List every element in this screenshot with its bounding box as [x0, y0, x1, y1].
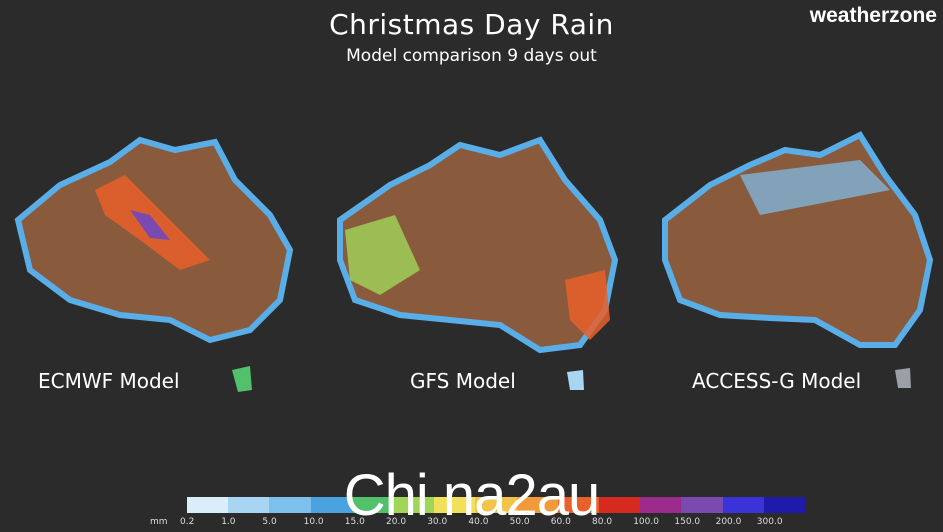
legend-tick-label: 30.0	[427, 517, 448, 527]
map-subtitle: Model comparison 9 days out	[346, 46, 597, 66]
legend-swatch	[640, 497, 682, 513]
map-label-access-g: ACCESS-G Model	[692, 369, 862, 393]
legend-tick-label: 300.0	[756, 517, 783, 527]
legend-tick-label: 150.0	[674, 517, 701, 527]
legend-tick-label: 40.0	[468, 517, 489, 527]
legend-swatch	[187, 497, 229, 513]
rain-east-gfs	[565, 270, 610, 340]
legend-tick-label: 60.0	[550, 517, 571, 527]
legend-swatch	[516, 497, 558, 513]
legend-swatch	[310, 497, 352, 513]
legend-tick-label: 0.2	[180, 517, 195, 527]
legend-swatch	[228, 497, 270, 513]
rainfall-legend-bar	[187, 497, 806, 513]
rainfall-maps	[14, 131, 934, 392]
map-gfs	[337, 136, 619, 390]
map-ecmwf	[14, 136, 294, 392]
legend-swatch	[475, 497, 517, 513]
legend-tick-label: 1.0	[221, 517, 236, 527]
logo-text-a: weather	[809, 4, 890, 27]
legend-swatch	[681, 497, 723, 513]
legend-tick-label: 10.0	[303, 517, 324, 527]
legend-swatch	[269, 497, 311, 513]
tasmania-gfs	[567, 370, 584, 390]
legend-tick-label: 200.0	[715, 517, 742, 527]
watermark-text: Chi na2au	[343, 463, 600, 528]
legend-tick-label: 5.0	[262, 517, 277, 527]
legend-tick-label: 80.0	[592, 517, 613, 527]
map-title: Christmas Day Rain	[329, 8, 614, 41]
rainfall-legend-ticks: mm 0.2 1.0 5.0 10.0 15.0 20.0 30.0 40.0 50.0 60.0…	[150, 517, 943, 531]
rain-core-ecmwf	[130, 210, 170, 240]
map-label-gfs: GFS Model	[410, 369, 516, 393]
logo-text-b: zone	[889, 4, 937, 27]
tasmania-ecmwf	[232, 366, 252, 392]
legend-swatch	[557, 497, 600, 513]
legend-tick-label: 15.0	[344, 517, 365, 527]
legend-unit: mm	[150, 517, 168, 527]
map-label-ecmwf: ECMWF Model	[38, 369, 180, 393]
brand-logo: weatherzone	[810, 4, 937, 28]
australia-outline-gfs	[337, 136, 619, 354]
legend-swatch	[434, 497, 476, 513]
legend-tick-label: 100.0	[633, 517, 659, 527]
australia-outline-access-g	[662, 131, 934, 348]
legend-swatch	[351, 497, 394, 513]
legend-swatch	[599, 497, 641, 513]
legend-tick-label: 50.0	[509, 517, 530, 527]
legend-swatch	[763, 497, 806, 513]
map-access-g	[662, 131, 934, 388]
rain-west-gfs	[345, 215, 420, 295]
legend-swatch	[393, 497, 435, 513]
rain-north-access-g	[740, 160, 890, 215]
legend-tick-label: 20.0	[386, 517, 407, 527]
tasmania-access-g	[895, 368, 911, 388]
legend-swatch	[722, 497, 764, 513]
